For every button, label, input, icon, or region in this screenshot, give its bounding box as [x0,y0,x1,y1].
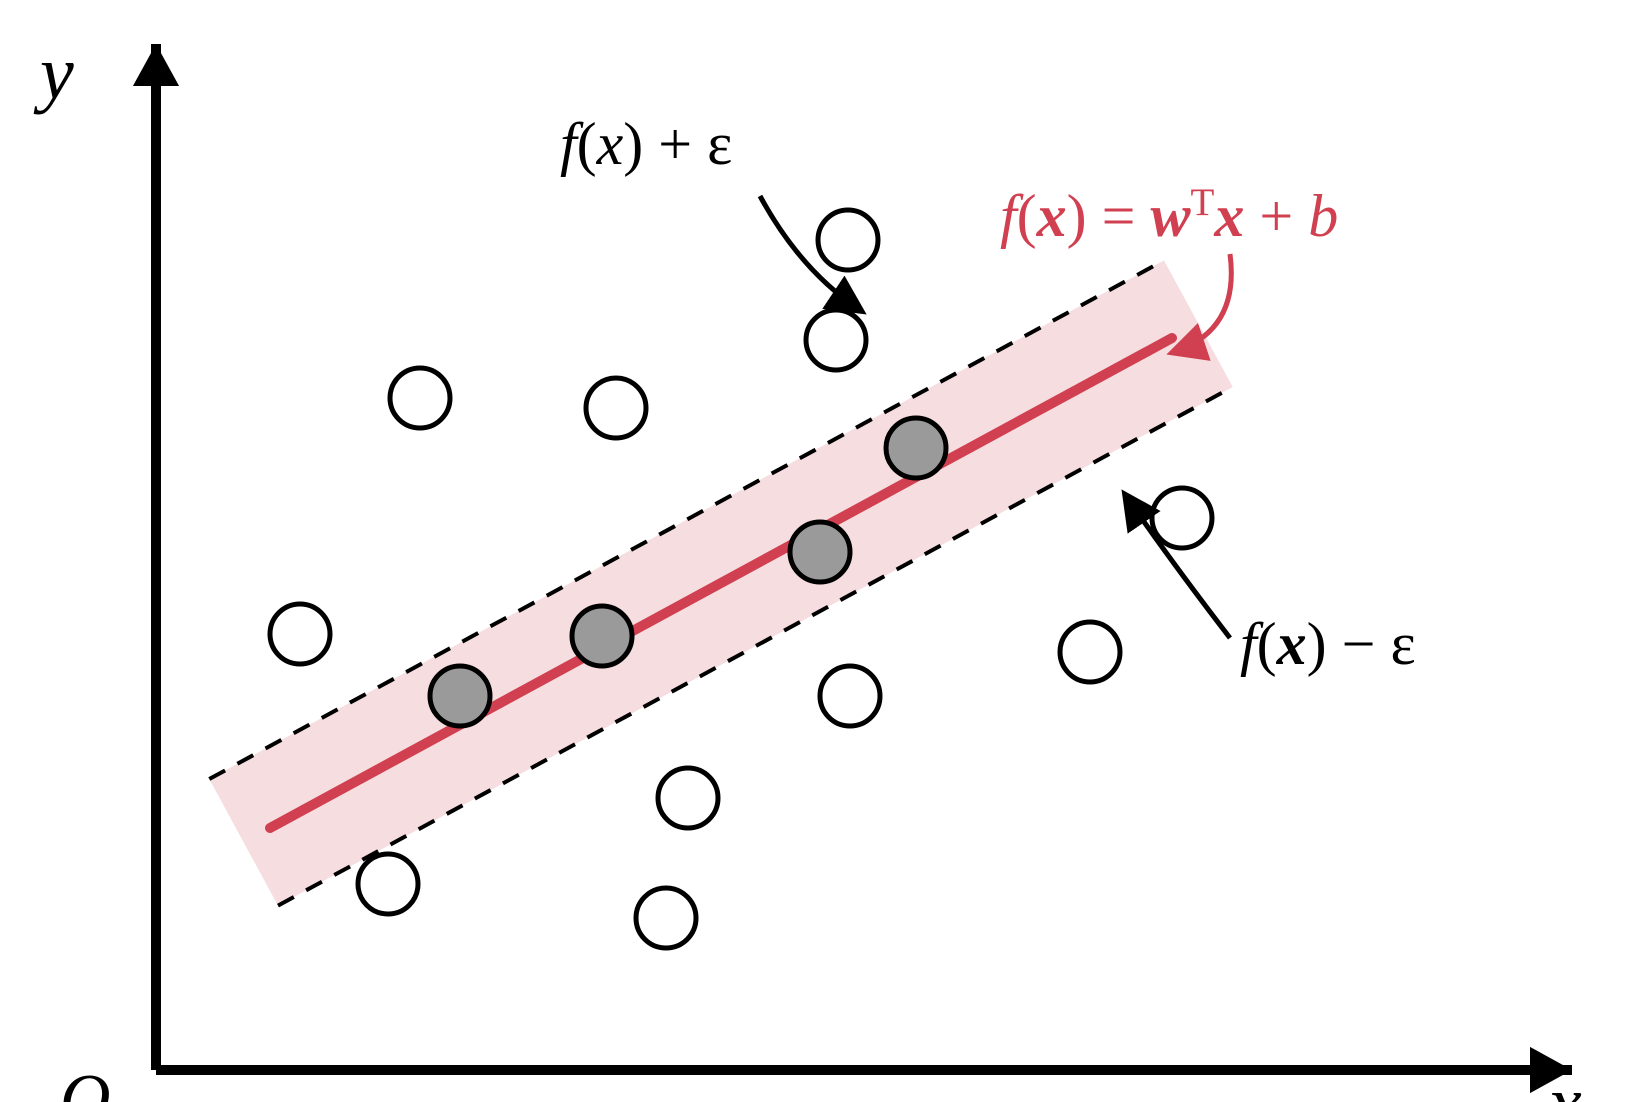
label-regression-formula: f(x) = wTx + b [1000,180,1338,251]
label-lower-bound: f(x) − ε [1240,610,1416,679]
svr-diagram: y x O f(x) + ε f(x) − ε f(x) = wTx + b [0,0,1636,1102]
y-axis-label: y [40,30,74,117]
x-axis-label: x [1548,1060,1582,1102]
label-upper-bound: f(x) + ε [560,110,732,179]
origin-label: O [60,1060,111,1102]
plot-svg [0,0,1636,1102]
